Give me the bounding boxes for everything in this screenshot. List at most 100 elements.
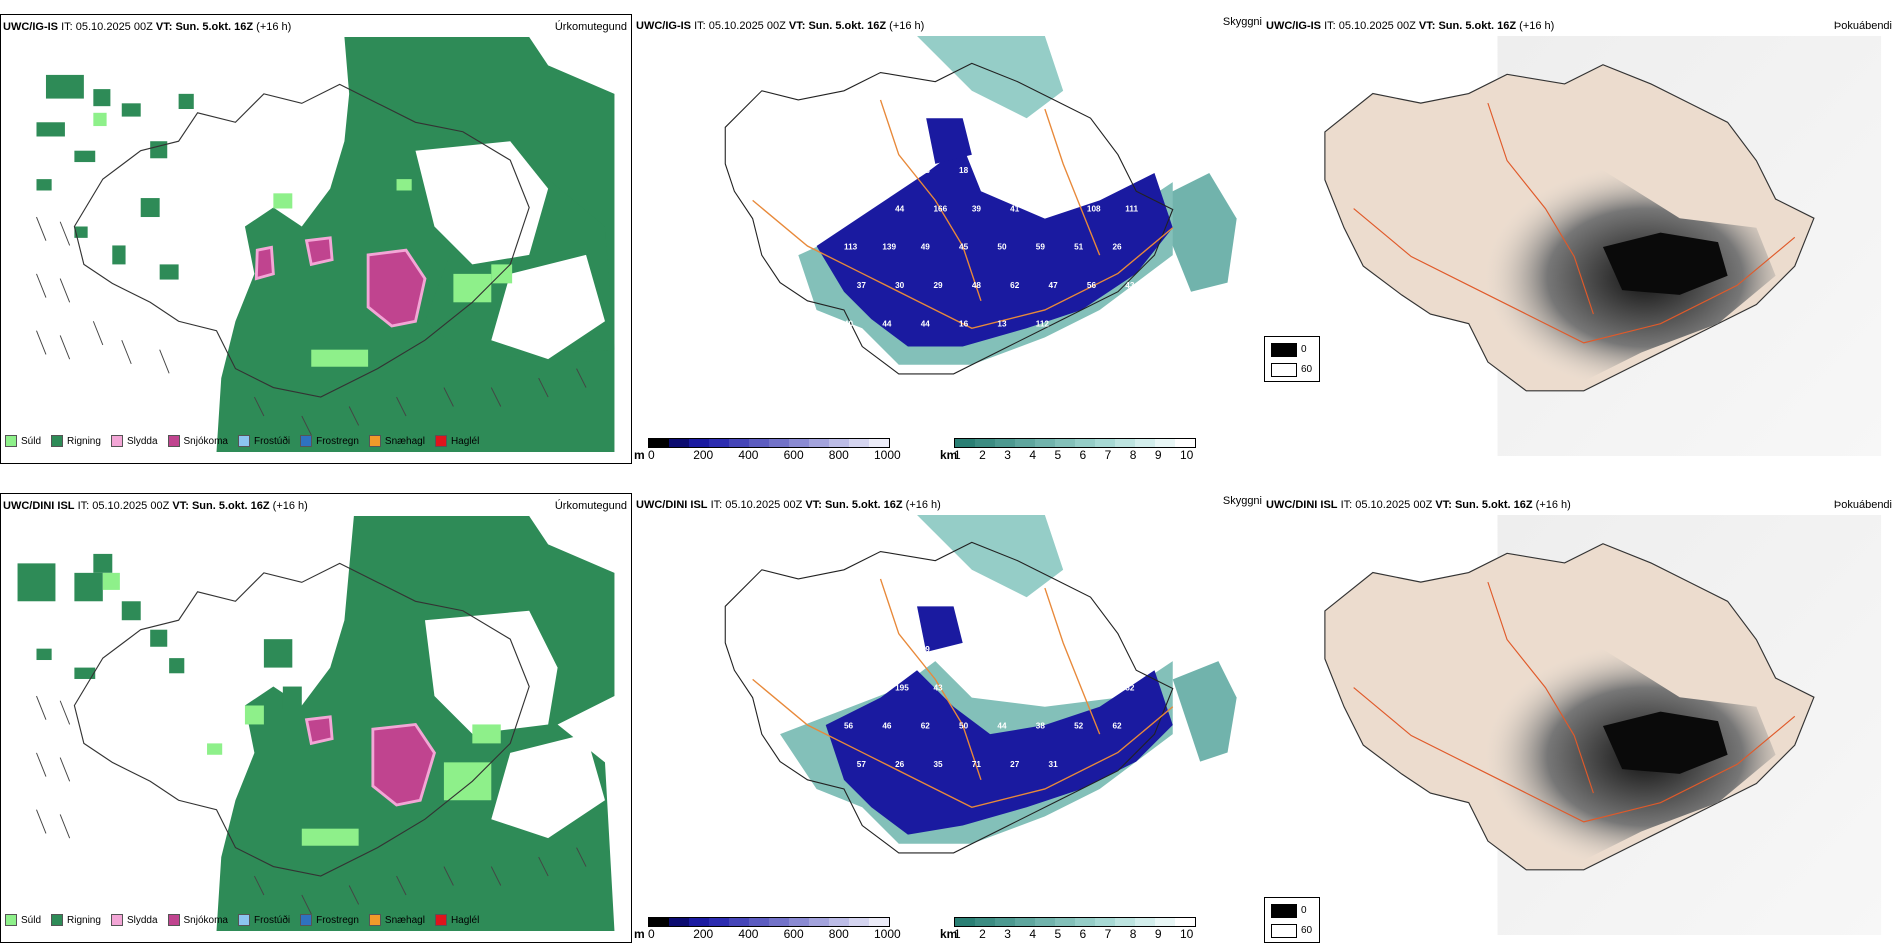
legend-swatch	[300, 435, 313, 447]
legend-swatch	[434, 435, 447, 447]
cbar-cell	[995, 439, 1015, 447]
cloud-base-value: 111	[1125, 204, 1138, 213]
cloud-base-value: 43	[1125, 281, 1135, 290]
coastline	[73, 562, 530, 877]
cloud-base-value: 58	[1087, 683, 1097, 692]
cbar-tick-label: 1000	[874, 927, 901, 941]
cbar-tick-label: 9	[1154, 448, 1162, 462]
model-name: UWC/DINI ISL	[1266, 499, 1338, 511]
lead-time: (+16 h)	[256, 21, 292, 33]
cloud-base-value: 52	[1125, 683, 1135, 692]
legend-label: Frostregn	[316, 435, 359, 447]
cloud-base-value: 50	[1074, 166, 1084, 175]
cbar-tick-label: 400	[738, 927, 759, 941]
cbar-tick-label: 400	[738, 448, 759, 462]
cloud-base-value: 62	[921, 722, 931, 731]
legend-item: Snæhagl	[368, 914, 425, 926]
cbar-tick-label: 600	[783, 448, 804, 462]
legend-label: Snjókoma	[183, 914, 228, 926]
cloud-base-value: 195	[895, 683, 909, 692]
panel-title: UWC/DINI ISL IT: 05.10.2025 00Z VT: Sun.…	[3, 500, 308, 512]
legend-item: Slydda	[110, 914, 158, 926]
legend-item: Haglél	[434, 914, 479, 926]
drizzle-cells	[93, 112, 513, 367]
cbar-tick-label: 200	[693, 927, 714, 941]
fog-dense	[1602, 711, 1728, 774]
cloud-base-value: 57	[857, 760, 867, 769]
legend-swatch	[167, 914, 180, 926]
legend-swatch	[368, 914, 381, 926]
precip-legend: Súld Rigning Slydda Snjókoma Frostúði Frostre…	[5, 435, 479, 447]
coastline	[724, 62, 1174, 375]
it-label: IT:	[61, 21, 73, 33]
cloud-base-value: 166	[933, 204, 947, 213]
legend-label: Slydda	[126, 435, 158, 447]
coastline	[73, 83, 530, 398]
legend-label: Snæhagl	[384, 435, 425, 447]
legend-swatch	[300, 914, 313, 926]
cloud-base-area	[816, 145, 1173, 347]
cloud-base-value: 16	[959, 319, 969, 328]
wind-barbs	[36, 695, 587, 915]
fog-legend-label-0: 0	[1301, 905, 1307, 916]
cbar-cell	[809, 439, 829, 447]
fog-legend-swatch-1	[1271, 363, 1297, 377]
cbar-tick-label: 6	[1079, 448, 1087, 462]
model-name: UWC/IG-IS	[636, 20, 691, 32]
cbar-cell	[649, 918, 669, 926]
legend-label: Frostúði	[253, 435, 291, 447]
fog-map	[1324, 515, 1882, 935]
cbar-cells	[648, 438, 890, 448]
cloud-base-value: 37	[857, 281, 867, 290]
cloud-base-value: 45	[1074, 645, 1084, 654]
road-network	[1353, 102, 1796, 344]
it-value: 05.10.2025 00Z	[92, 500, 170, 512]
cloud-base-value: 49	[844, 166, 854, 175]
model-name: UWC/DINI ISL	[636, 499, 708, 511]
cloud-base-value: 56	[1049, 204, 1059, 213]
cbar-tick-label: 7	[1104, 448, 1112, 462]
visibility-area	[917, 36, 1064, 119]
fog-legend-label-1: 60	[1301, 925, 1313, 936]
cloud-base-area	[825, 670, 1173, 835]
cbar-cell	[849, 439, 869, 447]
cbar-cell	[1075, 918, 1095, 926]
panel-name: Skyggni	[1222, 495, 1262, 507]
cloud-base-value: 41	[1010, 204, 1020, 213]
panel-title: UWC/IG-IS IT: 05.10.2025 00Z VT: Sun. 5.…	[1266, 20, 1554, 32]
vt-value: Sun. 5.okt. 16Z	[808, 20, 887, 32]
panel-name: Þokuábendi	[1833, 499, 1892, 511]
legend-label: Rigning	[67, 914, 101, 926]
precip-map	[17, 37, 615, 452]
cbar-cell	[849, 918, 869, 926]
vt-value: Sun. 5.okt. 16Z	[191, 500, 270, 512]
cloud-base-value: 26	[1112, 243, 1122, 252]
panel-name: Úrkomutegund	[554, 500, 627, 512]
cloud-base-value: 50	[959, 645, 969, 654]
clear-area	[491, 254, 605, 360]
fog-panel: UWC/DINI ISL IT: 05.10.2025 00Z VT: Sun.…	[1264, 493, 1900, 943]
legend-swatch	[51, 914, 64, 926]
cloud-base-value: 50	[997, 243, 1007, 252]
snow-area	[371, 722, 436, 807]
legend-label: Haglél	[450, 435, 480, 447]
cbar-tick-label: 600	[783, 927, 804, 941]
cloud-base-value: 139	[882, 243, 896, 252]
cloud-base-value: 38	[1036, 722, 1046, 731]
cloud-base-value: 235	[844, 645, 858, 654]
cbar-cell	[995, 918, 1015, 926]
visibility-area	[917, 515, 1064, 598]
cloud-base-value: 62	[1112, 722, 1122, 731]
cbar-cell	[749, 439, 769, 447]
cloud-base-value: 108	[1087, 204, 1101, 213]
lead-time: (+16 h)	[272, 500, 308, 512]
cbar-tick-label: 2	[979, 927, 986, 941]
drizzle-cells	[102, 572, 501, 846]
vt-label: VT:	[155, 21, 173, 33]
cloud-base-value: 30	[895, 281, 905, 290]
cbar-tick-label: 8	[1129, 927, 1137, 941]
lead-time: (+16 h)	[1535, 499, 1571, 511]
cloud-base-value: 44	[882, 319, 892, 328]
cbar-cell	[1015, 918, 1035, 926]
cbar-cell	[1175, 918, 1195, 926]
